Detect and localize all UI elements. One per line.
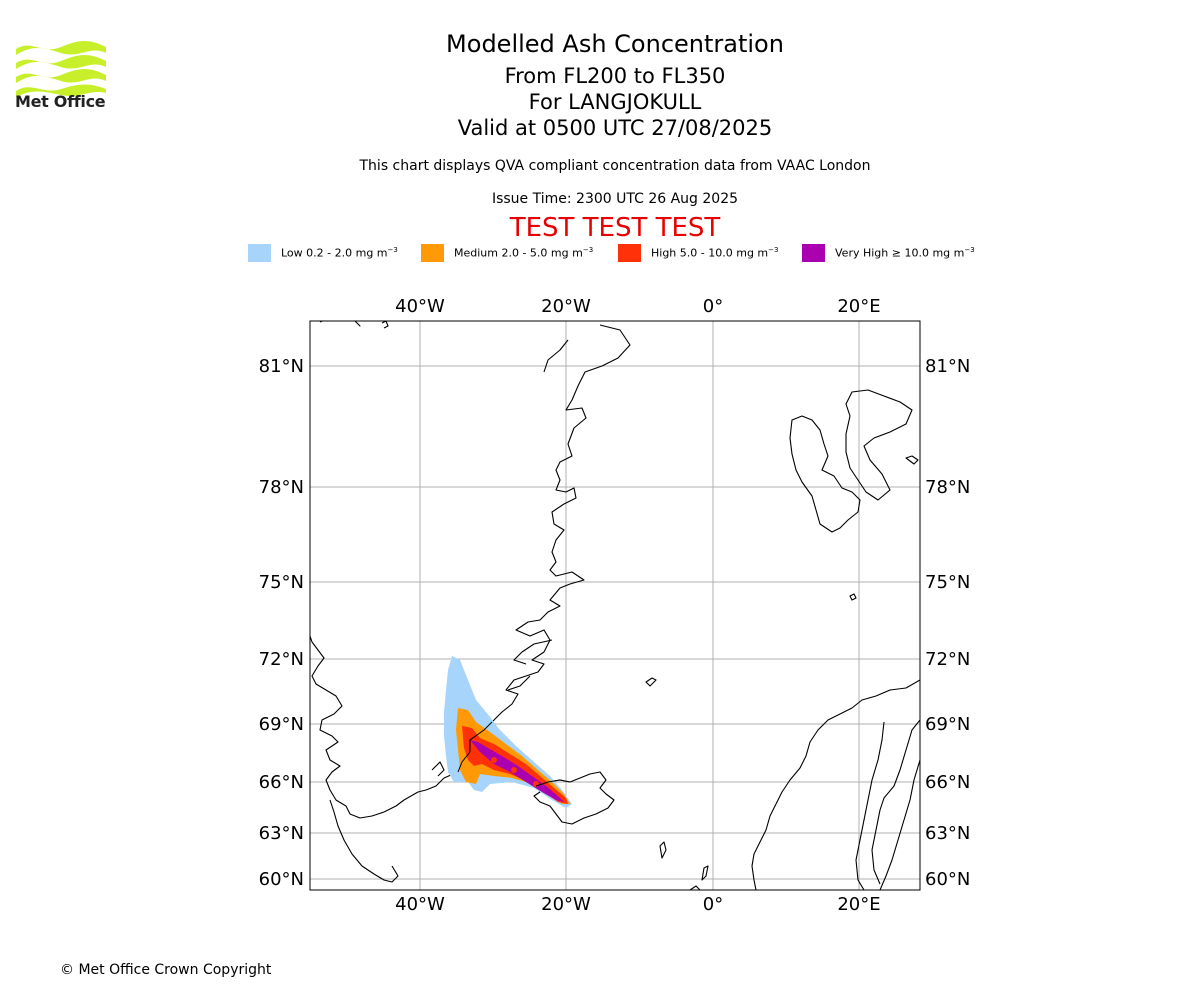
issue-time: Issue Time: 2300 UTC 26 Aug 2025 — [491, 191, 739, 207]
bear-island — [849, 593, 857, 601]
met-office-logo — [16, 41, 106, 97]
legend-exp-very-high: −3 — [964, 246, 975, 255]
legend-item-low: Low 0.2 - 2.0 mg m−3 — [248, 244, 398, 262]
lat-label-right-66n: 66°N — [925, 772, 970, 793]
axis-labels: 40°W 20°W 0° 20°E 40°W 20°W 0° 20°E 81°N… — [259, 296, 971, 915]
valid-time: Valid at 0500 UTC 27/08/2025 — [457, 116, 773, 140]
lat-label-left-60n: 60°N — [259, 869, 304, 890]
gulf-bothnia — [871, 719, 920, 885]
iceland-coast — [533, 771, 615, 825]
lat-label-right-81n: 81°N — [925, 356, 970, 377]
legend-label-very-high: Very High ≥ 10.0 mg m — [835, 246, 965, 260]
norway-inner — [855, 721, 885, 890]
logo-wordmark: Met Office — [15, 92, 106, 111]
legend-swatch-medium — [421, 244, 444, 262]
legend-label-low: Low 0.2 - 2.0 mg m — [281, 246, 388, 260]
coast-overlay — [457, 721, 571, 787]
svalbard-northeast — [845, 389, 913, 501]
test-banner: TEST TEST TEST — [509, 213, 721, 243]
arctic-canada — [319, 321, 389, 329]
legend-swatch-very-high — [802, 244, 825, 262]
faroe-islands — [659, 841, 667, 859]
lat-label-left-75n: 75°N — [259, 572, 304, 593]
copyright-notice: © Met Office Crown Copyright — [60, 962, 272, 978]
lat-label-right-63n: 63°N — [925, 823, 970, 844]
lat-label-right-69n: 69°N — [925, 714, 970, 735]
lat-label-right-60n: 60°N — [925, 869, 970, 890]
greenland-fjords — [431, 339, 569, 777]
lon-label-top-20e: 20°E — [837, 296, 880, 317]
lat-label-left-66n: 66°N — [259, 772, 304, 793]
lat-label-right-72n: 72°N — [925, 649, 970, 670]
qva-note: This chart displays QVA compliant concen… — [359, 158, 871, 174]
lon-label-top-40w: 40°W — [395, 296, 445, 317]
legend-exp-low: −3 — [387, 246, 398, 255]
lon-label-top-0: 0° — [703, 296, 723, 317]
lat-label-left-78n: 78°N — [259, 477, 304, 498]
lat-label-left-81n: 81°N — [259, 356, 304, 377]
shetland — [701, 865, 709, 881]
greenland-south-tip — [329, 799, 399, 883]
svalbard-coast — [789, 415, 861, 533]
legend-swatch-low — [248, 244, 271, 262]
lon-label-bottom-40w: 40°W — [395, 894, 445, 915]
plume-high-patches — [491, 757, 539, 787]
lon-label-bottom-20w: 20°W — [541, 894, 591, 915]
legend-item-high: High 5.0 - 10.0 mg m−3 — [618, 244, 778, 262]
plume-very-high — [470, 740, 564, 802]
legend-exp-high: −3 — [768, 246, 779, 255]
lon-label-bottom-20e: 20°E — [837, 894, 880, 915]
lat-label-left-69n: 69°N — [259, 714, 304, 735]
graticule — [310, 321, 920, 890]
sweden-east — [879, 759, 920, 890]
scotland — [689, 885, 701, 890]
lat-label-right-78n: 78°N — [925, 477, 970, 498]
ash-plume — [444, 656, 572, 808]
lon-label-bottom-0: 0° — [703, 894, 723, 915]
greenland-west-coast — [310, 635, 385, 819]
legend-exp-medium: −3 — [582, 246, 594, 255]
legend-item-medium: Medium 2.0 - 5.0 mg m−3 — [421, 244, 593, 262]
lat-label-left-63n: 63°N — [259, 823, 304, 844]
chart-title: Modelled Ash Concentration — [446, 30, 784, 58]
legend-label-medium: Medium 2.0 - 5.0 mg m — [454, 246, 583, 260]
flight-level-range: From FL200 to FL350 — [504, 64, 726, 88]
legend-item-very-high: Very High ≥ 10.0 mg m−3 — [802, 244, 975, 262]
small-island-1 — [905, 455, 919, 465]
legend-swatch-high — [618, 244, 641, 262]
map-frame — [309, 320, 921, 891]
lon-label-top-20w: 20°W — [541, 296, 591, 317]
norway-coast — [751, 679, 920, 890]
legend-label-high: High 5.0 - 10.0 mg m — [651, 246, 769, 260]
volcano-name: For LANGJOKULL — [528, 90, 702, 114]
coastlines — [310, 321, 920, 890]
jan-mayen — [645, 677, 657, 687]
map-content — [310, 321, 920, 890]
lat-label-right-75n: 75°N — [925, 572, 970, 593]
lat-label-left-72n: 72°N — [259, 649, 304, 670]
